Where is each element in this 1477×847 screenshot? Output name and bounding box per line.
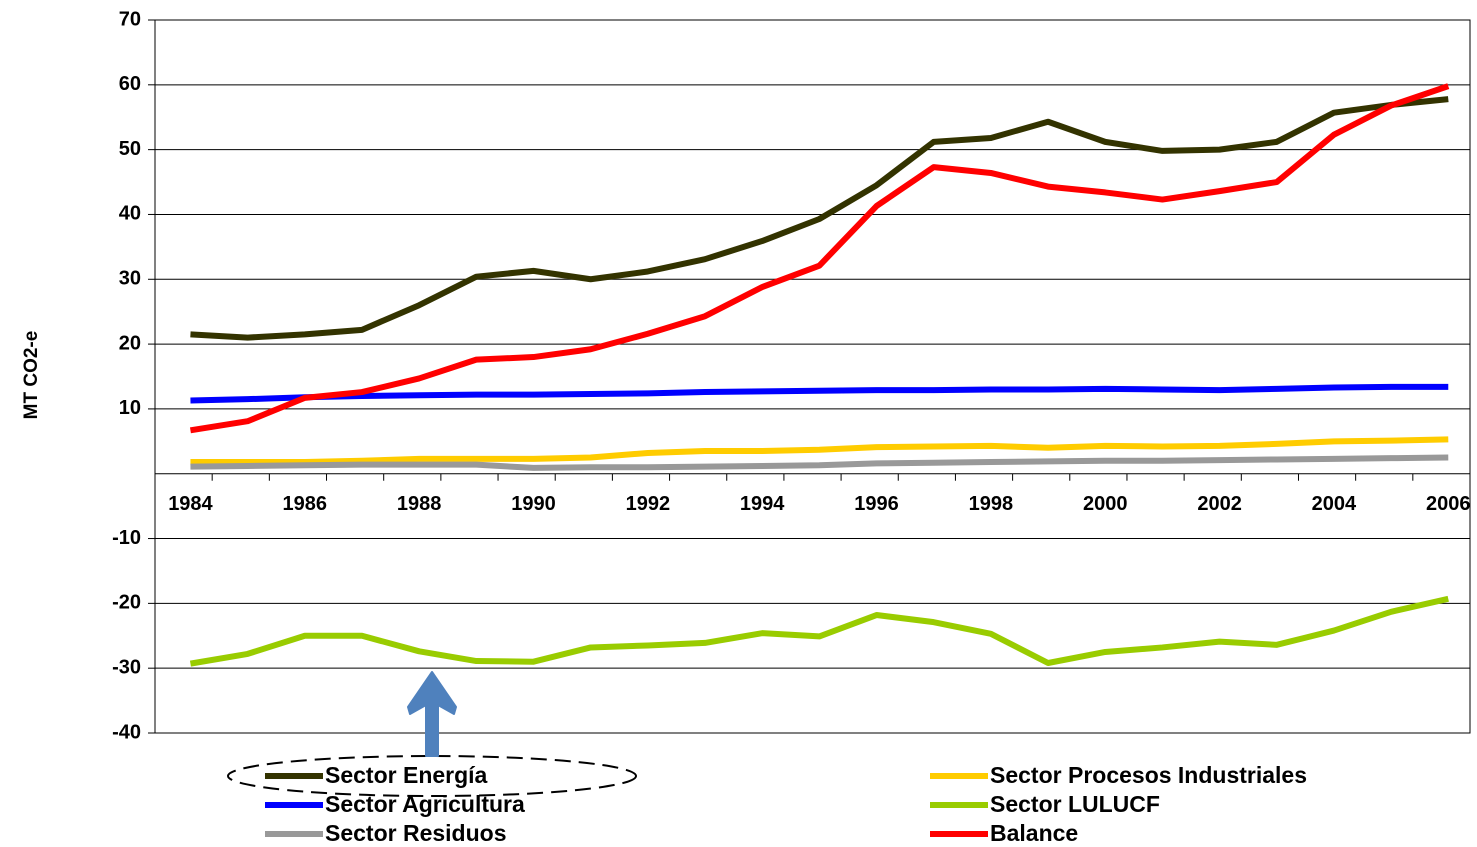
legend-label: Sector Procesos Industriales — [990, 762, 1307, 788]
y-tick-label: -20 — [112, 592, 141, 614]
legend-label: Sector LULUCF — [990, 791, 1160, 817]
x-tick-label: 1996 — [854, 493, 899, 515]
x-tick-label: 1986 — [283, 493, 328, 515]
y-tick-label: -10 — [112, 527, 141, 549]
x-tick-label: 1998 — [969, 493, 1014, 515]
series-line — [190, 454, 1449, 471]
y-tick-label: 70 — [119, 8, 141, 30]
x-tick-label: 1992 — [626, 493, 671, 515]
axes: -40 -30 -20 -10 10 20 30 40 50 60 70 1984 1986 1988 19… — [112, 8, 1470, 743]
legend-label: Sector Agricultura — [325, 791, 525, 817]
legend-label: Sector Residuos — [325, 820, 507, 846]
x-tick-label: 2000 — [1083, 493, 1128, 515]
x-tick-label: 1984 — [168, 493, 213, 515]
x-tick-label: 2004 — [1312, 493, 1357, 515]
x-tick-label: 2006 — [1426, 493, 1471, 515]
grid — [155, 19, 1470, 734]
y-tick-label: 20 — [119, 332, 141, 354]
highlight-ellipse — [227, 755, 637, 797]
x-tick-label: 1994 — [740, 493, 785, 515]
y-axis-title: MT CO2-e — [21, 331, 42, 420]
series-line — [190, 96, 1449, 341]
series-line — [190, 383, 1449, 404]
x-tick-label: 1990 — [511, 493, 556, 515]
x-tick-label: 2002 — [1197, 493, 1242, 515]
legend-label: Balance — [990, 820, 1078, 846]
y-tick-label: 30 — [119, 268, 141, 290]
series-line — [189, 83, 1450, 434]
y-tick-label: -40 — [112, 721, 141, 743]
arrow — [407, 671, 457, 757]
y-tick-label: 60 — [119, 73, 141, 95]
series-line — [189, 595, 1449, 667]
x-tick-label: 1988 — [397, 493, 442, 515]
legend-label: Sector Energía — [325, 762, 488, 788]
plot-frame — [154, 19, 1471, 734]
y-tick-label: 50 — [119, 138, 141, 160]
series-line — [190, 436, 1449, 466]
legend: Sector Energía Sector Procesos Industrial… — [265, 762, 1307, 846]
y-tick-label: 10 — [119, 397, 141, 419]
y-tick-label: -30 — [112, 656, 141, 678]
y-tick-label: 40 — [119, 203, 141, 225]
lines — [189, 83, 1450, 667]
